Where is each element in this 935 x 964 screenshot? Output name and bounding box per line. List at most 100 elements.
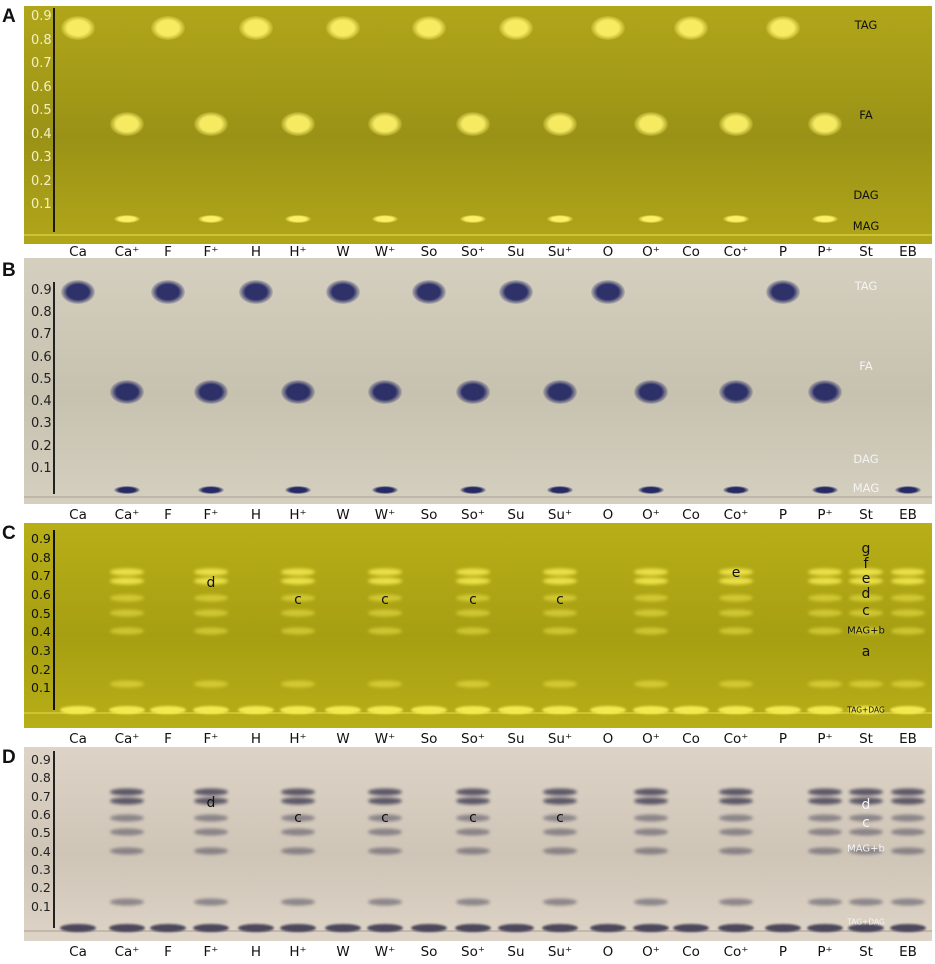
tlc-band: [849, 568, 883, 576]
rf-tick-label: 0.4: [31, 843, 51, 859]
tlc-band: [891, 898, 925, 906]
tlc-band: [542, 924, 578, 932]
tlc-band: [718, 706, 754, 714]
tlc-band: [194, 594, 228, 602]
tlc-spot: [456, 112, 490, 137]
tlc-band: [808, 828, 842, 836]
lane-label: P⁺: [817, 507, 833, 523]
tlc-band: [849, 609, 883, 617]
tlc-spot: [61, 280, 95, 305]
tlc-band: [368, 609, 402, 617]
tlc-band: [633, 706, 669, 714]
tlc-band: [238, 706, 274, 714]
tlc-band: [719, 680, 753, 688]
lane-label: St: [859, 944, 873, 960]
tlc-band: [110, 828, 144, 836]
tlc-band: [455, 924, 491, 932]
tlc-band: [367, 924, 403, 932]
tlc-band: [194, 609, 228, 617]
rf-tick-label: 0.1: [31, 680, 51, 696]
tlc-band: [543, 828, 577, 836]
tlc-band: [719, 788, 753, 796]
tlc-band: [634, 627, 668, 635]
lane-label: So⁺: [461, 507, 485, 523]
tlc-band: [634, 577, 668, 585]
spot-annotation: f: [863, 556, 869, 573]
tlc-spot: [372, 214, 398, 223]
tlc-band: [110, 594, 144, 602]
tlc-band: [368, 847, 402, 855]
tlc-band: [891, 788, 925, 796]
lane-label: Ca: [69, 507, 87, 523]
lane-label: Su: [507, 507, 525, 523]
tlc-band: [110, 609, 144, 617]
tlc-plate-d: [24, 747, 932, 941]
rf-tick-label: 0.9: [31, 531, 51, 546]
spot-annotation: c: [862, 602, 870, 619]
tlc-band: [110, 797, 144, 805]
spot-annotation: d: [206, 795, 216, 811]
lane-label: W: [336, 244, 350, 260]
tlc-spot: [638, 214, 664, 223]
rf-tick-label: 0.8: [31, 770, 51, 786]
tlc-band: [808, 788, 842, 796]
tlc-band: [150, 706, 186, 714]
tlc-band: [498, 706, 534, 714]
tlc-band: [849, 680, 883, 688]
tlc-spot: [460, 486, 486, 494]
spot-annotation: TAG: [854, 18, 878, 33]
tlc-band: [456, 898, 490, 906]
tlc-band: [456, 680, 490, 688]
tlc-band: [891, 814, 925, 822]
tlc-spot: [326, 280, 360, 305]
tlc-band: [891, 594, 925, 602]
tlc-band: [590, 706, 626, 714]
lane-label: P: [778, 244, 788, 260]
tlc-band: [368, 814, 402, 822]
tlc-band: [634, 814, 668, 822]
rf-tick-label: 0.7: [31, 56, 52, 72]
lane-label: Ca⁺: [114, 507, 140, 523]
tlc-band: [765, 924, 801, 932]
tlc-plate-b: [24, 258, 932, 504]
spot-annotation: TAG: [854, 278, 878, 293]
tlc-band: [194, 847, 228, 855]
tlc-band: [808, 577, 842, 585]
lane-label: H: [250, 507, 262, 523]
rf-axis-line: [53, 282, 55, 494]
tlc-band: [368, 788, 402, 796]
tlc-band: [849, 788, 883, 796]
lane-label: Su⁺: [547, 507, 573, 523]
tlc-band: [368, 828, 402, 836]
tlc-band: [891, 847, 925, 855]
tlc-band: [456, 814, 490, 822]
panel-label-d: D: [2, 747, 16, 768]
tlc-spot: [239, 15, 273, 40]
tlc-band: [590, 924, 626, 932]
tlc-band: [849, 828, 883, 836]
tlc-band: [719, 797, 753, 805]
tlc-band: [281, 577, 315, 585]
tlc-band: [456, 609, 490, 617]
tlc-spot: [326, 15, 360, 40]
tlc-band: [891, 577, 925, 585]
tlc-spot: [198, 214, 224, 223]
spot-annotation: TAG+DAG: [847, 917, 885, 927]
tlc-band: [808, 847, 842, 855]
lane-label: W⁺: [374, 944, 396, 960]
tlc-spot: [198, 486, 224, 494]
rf-tick-label: 0.1: [31, 197, 52, 213]
lane-label: Su⁺: [547, 944, 573, 960]
rf-tick-label: 0.5: [31, 825, 51, 841]
tlc-spot: [456, 380, 490, 405]
tlc-band: [719, 828, 753, 836]
lane-labels-b: Ca Ca⁺ F F⁺ H H⁺ W W⁺ So So⁺ Su Su⁺ O O⁺ Co Co⁺ P P⁺ St EB: [0, 507, 935, 527]
lane-label: Co: [682, 944, 700, 960]
rf-tick-label: 0.6: [31, 587, 51, 602]
lane-label: So⁺: [461, 944, 485, 960]
rf-tick-label: 0.2: [31, 880, 51, 896]
lane-label: F: [164, 731, 172, 747]
rf-tick-label: 0.1: [31, 898, 51, 914]
lane-label: Co⁺: [723, 944, 749, 960]
tlc-spot: [285, 486, 311, 494]
